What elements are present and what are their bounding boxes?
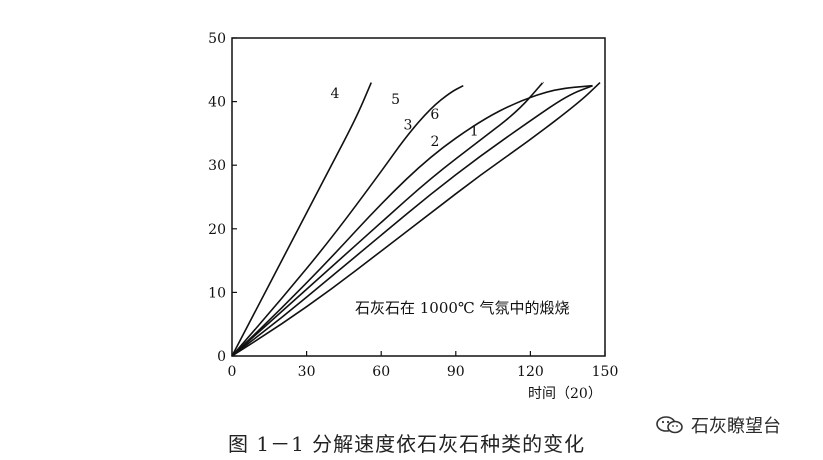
series-line-2 (231, 84, 593, 357)
y-tick-label: 10 (208, 285, 226, 301)
x-tick-label: 60 (372, 364, 390, 380)
watermark-text: 石灰瞭望台 (691, 416, 781, 437)
series-label-3: 3 (404, 117, 413, 133)
x-tick-label: 30 (298, 364, 316, 380)
series-label-5: 5 (391, 92, 400, 108)
series-line-3 (231, 81, 544, 357)
x-axis-title: 时间（20） (528, 386, 602, 402)
y-tick-label: 30 (208, 158, 226, 174)
series-line-1 (231, 81, 601, 357)
series-line-6 (231, 84, 593, 357)
x-tick-label: 120 (517, 364, 544, 380)
x-tick-label: 150 (592, 364, 619, 380)
x-tick-label: 90 (447, 364, 465, 380)
chart-annotation: 石灰石在 1000℃ 气氛中的煅烧 (355, 299, 570, 317)
y-tick-label: 40 (208, 95, 226, 111)
series-label-1: 1 (470, 123, 479, 139)
series-line-5 (231, 84, 464, 357)
x-tick-label: 0 (228, 364, 237, 380)
series-line-4 (231, 82, 372, 357)
wechat-icon (656, 416, 683, 434)
y-tick-label: 0 (217, 349, 226, 365)
series-label-2: 2 (430, 134, 439, 150)
plot-frame (231, 37, 606, 357)
series-label-4: 4 (330, 86, 339, 102)
watermark: 石灰瞭望台 (655, 412, 781, 438)
series-label-6: 6 (430, 107, 439, 123)
figure-caption: 图 1－1 分解速度依石灰石种类的变化 (228, 432, 586, 456)
y-tick-label: 50 (208, 31, 226, 47)
y-tick-label: 20 (208, 222, 226, 238)
